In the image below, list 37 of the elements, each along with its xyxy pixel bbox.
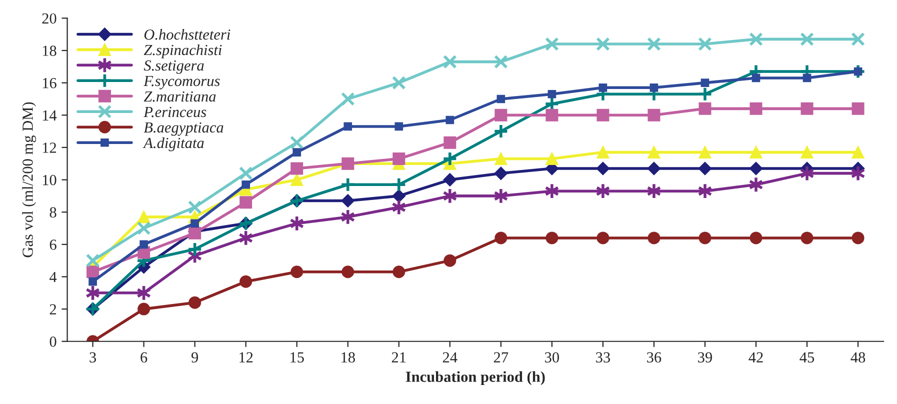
x-tick-label: 45 [800,352,814,363]
x-tick-label: 21 [392,352,406,362]
y-tick-label: 8 [50,207,56,218]
x-tick-label: 36 [647,352,662,363]
x-tick-label: 6 [140,352,148,363]
x-tick-label: 30 [545,352,559,363]
x-tick-label: 9 [191,352,198,363]
y-tick-label: 20 [42,13,56,24]
x-tick-label: 3 [90,352,96,363]
y-tick-label: 18 [42,46,56,56]
legend-label: S.setigera [144,60,204,74]
x-tick-label: 48 [850,352,866,363]
y-tick-label: 10 [42,174,56,186]
legend-label: A.digitata [142,137,204,152]
x-tick-label: 15 [290,352,304,363]
legend-label: Z.spinachisti [144,44,222,58]
y-tick-label: 6 [50,240,56,250]
x-tick-label: 12 [240,352,253,362]
y-tick-label: 2 [50,304,56,314]
y-tick-label: 0 [50,336,56,347]
y-tick-label: 12 [42,142,56,153]
legend-label: F.sycomorus [144,76,220,90]
y-tick-label: 16 [42,78,56,88]
y-tick-label: 14 [42,110,57,120]
legend-label: Z.maritiana [144,91,216,102]
y-axis-title: Gas vol (ml/200 mg DM) [22,102,36,258]
x-tick-label: 39 [698,352,712,363]
x-tick-label: 33 [596,352,610,363]
legend-label: P.erinceus [144,106,206,118]
x-tick-label: 27 [494,352,508,362]
x-tick-label: 24 [442,352,458,362]
x-tick-label: 18 [342,352,355,363]
legend-label: B.aegyptiaca [144,122,224,136]
x-tick-label: 42 [748,352,763,362]
y-tick-label: 4 [50,272,57,282]
legend-label: O.hochstteteri [144,28,230,40]
x-axis-title: Incubation period (h) [406,371,545,386]
